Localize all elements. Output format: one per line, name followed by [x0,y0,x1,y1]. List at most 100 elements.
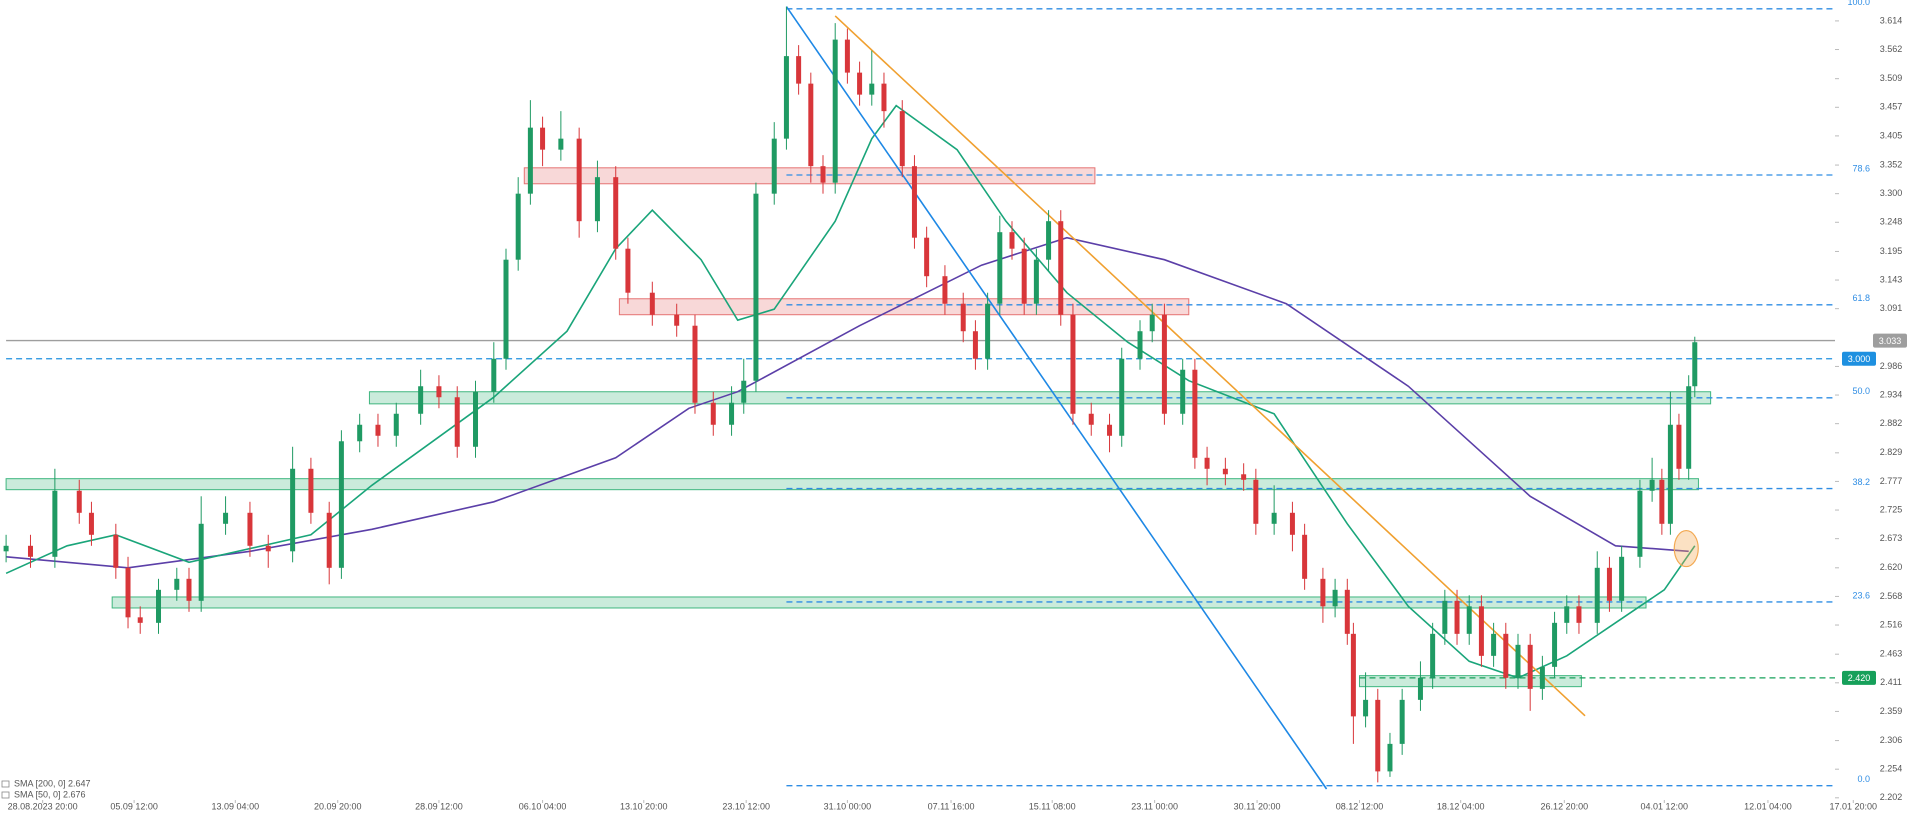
y-tick-label: 3.614 [1880,15,1903,25]
candle-body [326,512,332,568]
zone [523,167,1096,185]
candle-body [972,331,978,359]
fib-label: 38.2 [1852,477,1870,487]
candle-body [265,545,271,552]
candle-body [924,237,930,277]
candle-body [1302,534,1308,579]
candle-body [3,545,9,552]
y-tick-label: 2.463 [1880,649,1903,659]
candle-body [741,380,747,403]
candle-body [308,468,314,513]
candle-body [1021,248,1027,304]
legend-icon [1,791,10,799]
fib-label: 78.6 [1852,163,1870,173]
candle-body [899,111,905,167]
candle-body [174,578,180,590]
candle-body [357,424,363,442]
candle-body [1649,479,1655,491]
fib-label: 23.6 [1852,590,1870,600]
candle-body [88,512,94,535]
candle-body [1149,314,1155,332]
candle-body [1033,259,1039,304]
legend-label: SMA [200, 0] 2.647 [14,778,91,788]
x-tick-label: 13.10 20:00 [620,801,668,811]
candle-body [1692,342,1698,387]
y-tick-label: 2.359 [1880,706,1903,716]
candle-body [247,512,253,546]
x-tick-label: 17.01 20:00 [1830,801,1878,811]
candle-body [503,259,509,359]
candle-body [1241,474,1247,480]
candle-body [1686,386,1692,469]
y-tick-label: 2.516 [1880,619,1903,629]
x-tick-label: 18.12 04:00 [1437,801,1485,811]
y-tick-label: 2.411 [1880,677,1902,687]
x-tick-label: 31.10 00:00 [824,801,872,811]
candle-body [1119,358,1125,436]
candle-body [1576,606,1582,623]
candle-body [857,72,863,95]
candle-body [1466,606,1472,634]
candle-body [1363,699,1369,717]
candle-body [771,138,777,194]
candle-body [820,166,826,183]
y-tick-label: 3.562 [1880,44,1903,54]
candle-body [418,386,424,414]
y-tick-label: 2.829 [1880,447,1903,457]
zone [618,298,1190,316]
candle-body [808,83,814,167]
y-tick-label: 2.306 [1880,735,1903,745]
y-tick-label: 2.986 [1880,361,1903,371]
x-tick-label: 07.11 16:00 [928,801,975,811]
candle-body [1430,633,1436,678]
candle-body [1088,413,1094,425]
y-tick-label: 3.509 [1880,73,1903,83]
legend-icon [1,780,10,788]
trendline [785,6,1328,790]
candle-body [1619,556,1625,601]
candle-body [1417,677,1423,700]
y-tick-label: 3.195 [1880,246,1903,256]
candle-body [540,127,546,150]
candle-body [558,138,564,150]
y-tick-label: 2.934 [1880,389,1903,399]
x-tick-label: 15.11 08:00 [1029,801,1076,811]
y-tick-label: 2.254 [1880,764,1903,774]
candle-body [942,276,948,304]
candle-body [832,39,838,183]
candle-body [137,617,143,623]
candle-body [1515,644,1521,678]
candle-body [692,325,698,403]
candle-body [290,468,296,552]
y-tick-label: 3.352 [1880,159,1903,169]
candle-body [1375,699,1381,772]
candle-body [1552,622,1558,667]
candle-body [1046,221,1052,260]
y-tick-label: 3.248 [1880,217,1903,227]
candle-body [527,127,533,194]
candle-body [223,512,229,524]
x-tick-label: 23.10 12:00 [722,801,770,811]
y-tick-label: 3.091 [1880,303,1903,313]
candle-body [1289,512,1295,535]
candle-body [1399,699,1405,744]
legend-label: SMA [50, 0] 2.676 [14,789,86,799]
y-tick-label: 2.620 [1880,562,1903,572]
candle-body [1594,567,1600,623]
candle-body [198,523,204,601]
y-tick-label: 2.568 [1880,591,1903,601]
candle-body [911,166,917,238]
sma-line [5,104,1696,679]
candle-body [1253,479,1259,524]
x-tick-label: 28.09 12:00 [415,801,463,811]
x-tick-label: 05.09 12:00 [110,801,158,811]
candle-body [1058,221,1064,315]
x-tick-label: 30.11 20:00 [1234,801,1281,811]
y-tick-label: 2.777 [1880,476,1903,486]
candle-body [1320,578,1326,607]
candle-body [186,578,192,601]
candle-body [1387,743,1393,772]
y-tick-label: 3.300 [1880,188,1903,198]
candle-body [1491,633,1497,656]
candle-body [1676,424,1682,469]
